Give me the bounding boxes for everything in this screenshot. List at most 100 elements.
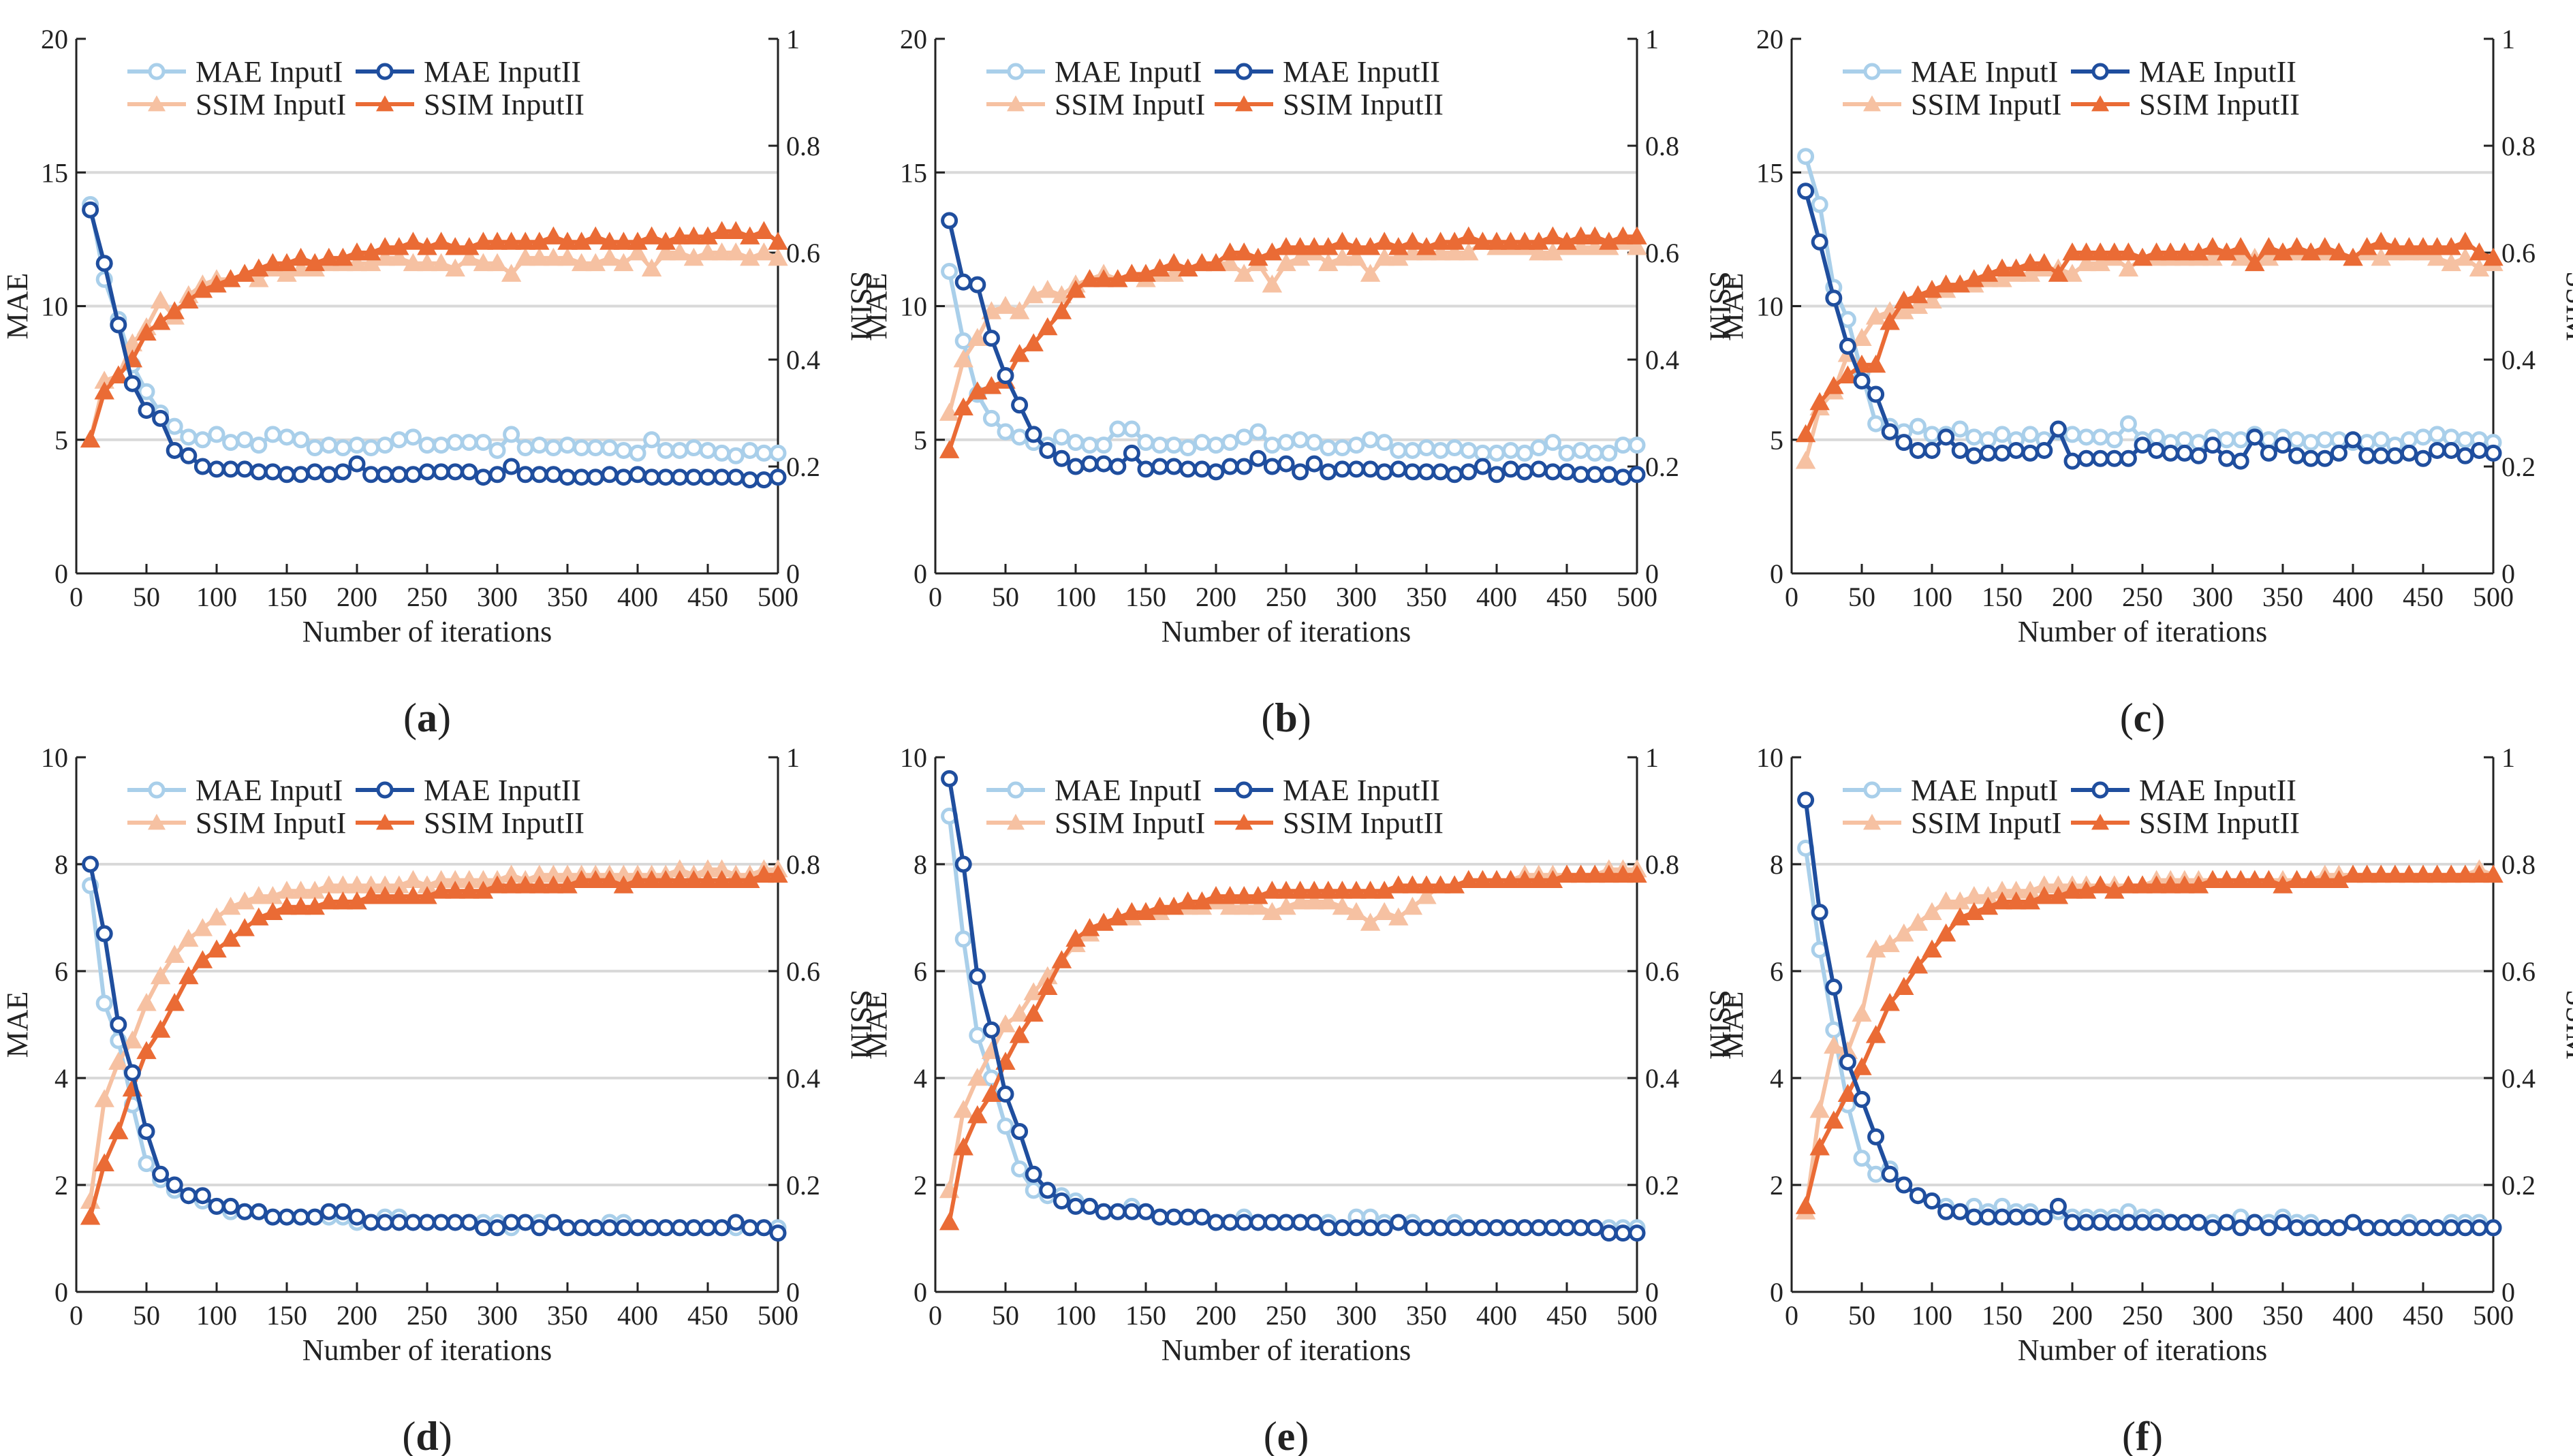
data-point [1993,426,2011,443]
data-point [769,444,787,462]
data-point [1797,791,1815,809]
x-tick-label: 150 [266,1300,307,1331]
data-point [2457,431,2474,449]
data-point [1360,264,1381,282]
data-point [2457,1219,2474,1237]
data-point [150,290,171,309]
data-point [614,1219,632,1237]
y-right-tick-label: 0.6 [2501,238,2536,268]
data-point [2343,247,2363,266]
data-point [95,994,113,1012]
panel-caption: (e) [1264,1414,1309,1456]
data-point [2288,1219,2306,1237]
data-point [1557,864,1577,883]
data-point [418,1214,436,1231]
data-point [599,247,620,266]
data-point [1276,896,1296,915]
data-point [585,870,606,888]
data-point [2176,444,2194,462]
x-tick-label: 200 [2052,582,2093,612]
x-tick-label: 100 [196,582,237,612]
data-point [290,896,311,915]
series-ssim-inputi [80,859,788,1209]
data-point [431,232,452,250]
data-point [1193,434,1211,452]
data-point [1502,441,1520,459]
x-tick-label: 500 [1617,582,1657,612]
x-tick-label: 500 [758,1300,798,1331]
data-point [2470,441,2488,459]
data-point [2078,1214,2095,1231]
data-point [954,930,972,948]
data-point [2470,1219,2488,1237]
data-point [1418,463,1435,481]
y-right-tick-label: 0.2 [786,452,820,482]
x-tick-label: 100 [1055,1300,1096,1331]
data-point [516,439,534,457]
data-point [557,875,578,893]
data-point [461,1214,478,1231]
data-point [1011,428,1029,446]
x-tick-label: 350 [547,1300,588,1331]
data-point [2246,428,2264,446]
data-point [655,870,676,888]
data-point [1081,437,1099,454]
data-point [753,864,775,883]
legend-label: MAE InputII [2139,774,2296,807]
y-left-tick-label: 10 [41,291,68,322]
x-tick-label: 450 [687,1300,728,1331]
data-point [995,1014,1016,1032]
data-point [1151,1208,1169,1226]
data-point [1374,247,1394,266]
data-point [627,242,648,261]
x-tick-label: 50 [992,582,1019,612]
chart-panel-d: 0 50 100 150 200 250 300 350 400 450 500024681000.… [1,742,878,1456]
data-point [1305,455,1323,473]
data-point [1375,463,1393,481]
x-tick-label: 300 [1336,1300,1377,1331]
data-point [2385,237,2405,255]
data-point [2048,886,2069,904]
data-point [1347,437,1365,454]
data-point [110,316,127,334]
data-point [643,469,661,486]
data-point [599,232,620,250]
data-point [670,870,690,888]
data-point [515,232,535,250]
data-point [1263,437,1281,454]
x-axis-label: Number of iterations [1161,1333,1412,1367]
legend-label: SSIM InputII [2139,88,2300,121]
data-point [403,886,424,904]
data-point [2302,449,2320,467]
legend-item: SSIM InputII [1215,88,1444,121]
data-point [360,242,381,261]
data-point [2286,237,2307,255]
data-point [2020,264,2040,282]
data-point [1360,881,1381,899]
data-point [2204,437,2221,454]
data-point [376,466,394,484]
data-point [1219,242,1241,261]
data-point [473,232,494,250]
x-tick-label: 450 [2403,1300,2444,1331]
data-point [2132,247,2153,266]
data-point [1486,870,1507,888]
legend-marker [1007,781,1025,799]
data-point [1811,195,1828,213]
x-tick-label: 200 [1196,582,1236,612]
data-point [1318,891,1339,910]
y-left-tick-label: 10 [1756,742,1783,773]
legend-item: MAE InputI [127,774,343,807]
x-tick-label: 250 [407,1300,448,1331]
y-right-tick-label: 0 [1645,1277,1659,1308]
x-axis-label: Number of iterations [302,615,552,648]
data-point [2469,242,2490,261]
legend-marker [2091,781,2109,799]
data-point [1627,237,1647,255]
data-point [1095,437,1112,454]
data-point [2457,447,2474,464]
data-point [1023,1003,1044,1022]
data-point [1121,902,1142,921]
data-point [234,918,255,936]
series-ssim-inputii [80,221,788,448]
